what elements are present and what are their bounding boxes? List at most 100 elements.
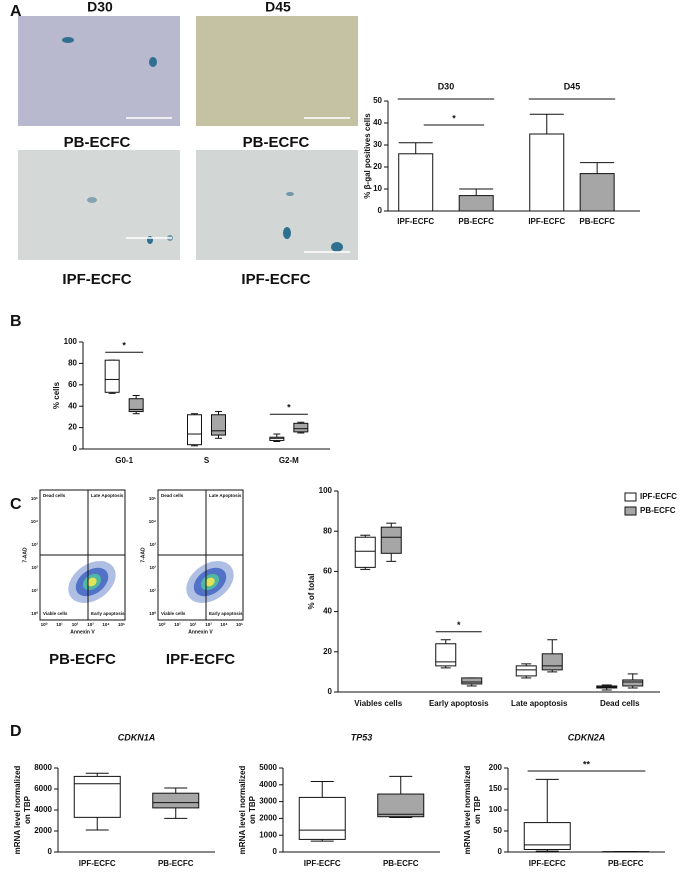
panel-label: D	[10, 723, 22, 740]
y-tick-label: 20	[373, 162, 382, 171]
x-tick-label: PB-ECFC	[383, 859, 419, 868]
box	[461, 677, 483, 685]
y-axis-label: 7-AAD	[22, 547, 28, 563]
y-tick-label: 0	[273, 847, 278, 856]
box	[187, 414, 202, 446]
y-tick-label: 2000	[34, 826, 52, 835]
quadrant-label: Dead cells	[161, 493, 184, 498]
x-tick-label: 10⁵	[118, 622, 125, 627]
y-tick-label: 10¹	[31, 588, 38, 593]
box	[128, 398, 144, 413]
x-tick-label: 10¹	[174, 622, 181, 627]
x-tick-label: PB-ECFC	[458, 217, 494, 226]
x-tick-label: IPF-ECFC	[304, 859, 341, 868]
y-tick-label: 100	[489, 805, 503, 814]
panel-label: A	[10, 3, 22, 20]
x-tick-label: G2-M	[279, 456, 299, 465]
legend-label: PB-ECFC	[640, 506, 676, 515]
flow-plots: Dead cells Late Apoptosis Viable cells Earl…	[22, 489, 244, 668]
column-label: D45	[265, 0, 291, 15]
y-tick-label: 0	[73, 444, 78, 453]
x-tick-label: S	[204, 456, 210, 465]
micrograph	[196, 16, 358, 126]
y-axis-label: on TBP	[23, 795, 32, 824]
significance-label: *	[452, 113, 456, 123]
box	[104, 359, 120, 393]
x-tick-label: G0-1	[115, 456, 133, 465]
y-tick-label: 10¹	[149, 588, 156, 593]
legend-swatch	[624, 506, 637, 516]
y-tick-label: 20	[323, 647, 332, 656]
x-tick-label: IPF-ECFC	[79, 859, 116, 868]
y-tick-label: 2000	[259, 814, 277, 823]
y-tick-label: 3000	[259, 797, 277, 806]
y-tick-label: 50	[493, 826, 502, 835]
y-tick-label: 4000	[259, 780, 277, 789]
y-tick-label: 10⁰	[31, 611, 38, 616]
box	[269, 436, 285, 441]
box	[523, 822, 571, 850]
quadrant-label: Early apoptosis	[91, 611, 125, 616]
box	[152, 792, 200, 809]
y-tick-label: 10⁵	[31, 496, 38, 501]
y-tick-label: 0	[498, 847, 503, 856]
y-tick-label: 10²	[149, 565, 156, 570]
micrograph	[18, 150, 180, 260]
micrograph	[196, 150, 358, 260]
y-tick-label: 0	[328, 687, 333, 696]
group-label: D45	[564, 81, 581, 91]
box	[298, 796, 346, 840]
row-label: PB-ECFC	[64, 134, 131, 151]
significance-label: *	[287, 403, 291, 413]
y-tick-label: 40	[323, 607, 332, 616]
y-tick-label: 10⁴	[31, 519, 38, 524]
x-tick-label: PB-ECFC	[579, 217, 615, 226]
legend-swatch	[624, 492, 637, 502]
y-tick-label: 60	[68, 380, 77, 389]
row-label: PB-ECFC	[243, 134, 310, 151]
box	[377, 793, 425, 818]
x-tick-label: 10⁴	[220, 622, 227, 627]
y-axis-label: on TBP	[248, 795, 257, 824]
x-tick-label: Dead cells	[600, 699, 640, 708]
scale-bar	[126, 117, 350, 253]
quadrant-label: Late Apoptosis	[91, 493, 124, 498]
x-tick-label: PB-ECFC	[158, 859, 194, 868]
box	[73, 775, 121, 818]
flow-label: PB-ECFC	[49, 651, 116, 668]
y-tick-label: 50	[373, 96, 382, 105]
y-tick-label: 40	[373, 118, 382, 127]
row-label: IPF-ECFC	[62, 271, 131, 288]
y-tick-label: 100	[64, 337, 78, 346]
significance-label: *	[122, 341, 126, 351]
bar	[579, 173, 615, 212]
x-axis-label: Annexin V	[70, 629, 95, 635]
quadrant-label: Late Apoptosis	[209, 493, 242, 498]
x-axis-label: Annexin V	[188, 629, 213, 635]
y-tick-label: 40	[68, 401, 77, 410]
y-tick-label: 5000	[259, 763, 277, 772]
x-tick-label: 10¹	[56, 622, 63, 627]
box	[541, 653, 563, 671]
x-tick-label: Viables cells	[354, 699, 402, 708]
y-tick-label: 10³	[31, 542, 38, 547]
x-tick-label: 10⁰	[159, 622, 166, 627]
panel-label: B	[10, 313, 22, 330]
y-tick-label: 4000	[34, 805, 52, 814]
y-tick-label: 10³	[149, 542, 156, 547]
bar	[398, 153, 434, 212]
group-label: D30	[438, 81, 455, 91]
y-tick-label: 80	[323, 526, 332, 535]
y-tick-label: 10⁴	[149, 519, 156, 524]
cell-density	[87, 577, 97, 587]
x-tick-label: IPF-ECFC	[397, 217, 434, 226]
quadrant-label: Viable cells	[161, 611, 186, 616]
x-tick-label: Late apoptosis	[511, 699, 568, 708]
chart-title: CDKN2A	[568, 732, 606, 742]
x-tick-label: 10²	[72, 622, 79, 627]
micrograph	[18, 16, 180, 126]
box	[354, 536, 376, 568]
box	[380, 526, 402, 554]
y-axis-label: mRNA level normalized	[463, 766, 472, 855]
